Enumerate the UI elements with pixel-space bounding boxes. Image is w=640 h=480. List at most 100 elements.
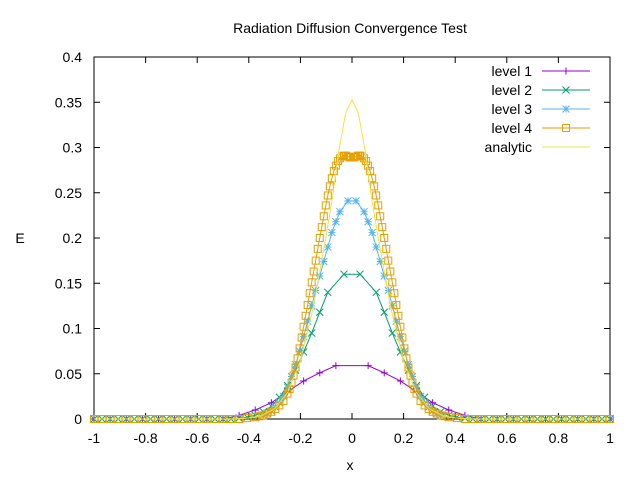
data-point: [416, 392, 425, 401]
x-tick-label: -1: [88, 430, 101, 446]
data-point: [336, 207, 344, 216]
data-point: [424, 405, 433, 414]
y-tick-label: 0.3: [63, 140, 83, 156]
data-point: [396, 377, 404, 385]
x-tick-label: -0.8: [134, 430, 158, 446]
data-point: [340, 270, 348, 279]
data-point: [398, 333, 407, 342]
data-point: [388, 302, 397, 310]
data-point: [321, 201, 330, 210]
data-point: [307, 302, 316, 310]
data-point: [259, 411, 268, 420]
data-point: [374, 201, 383, 210]
data-point: [316, 369, 324, 377]
data-point: [364, 362, 372, 370]
data-point: [408, 372, 417, 381]
data-point: [323, 243, 332, 251]
data-point: [319, 212, 328, 221]
data-point: [315, 308, 324, 317]
data-point: [356, 270, 364, 279]
data-point: [380, 308, 389, 317]
data-point: [305, 289, 314, 298]
data-point: [384, 286, 393, 295]
data-point: [352, 152, 361, 161]
data-point: [299, 322, 308, 331]
data-point: [309, 267, 318, 276]
data-point: [311, 286, 320, 295]
series-line: [94, 273, 610, 420]
data-point: [251, 406, 259, 414]
data-point: [285, 385, 294, 394]
data-point: [325, 182, 334, 191]
series-level-4: [90, 151, 614, 423]
data-point: [319, 257, 328, 266]
y-tick-label: 0: [74, 411, 82, 427]
data-point: [372, 288, 381, 297]
data-point: [396, 332, 405, 341]
y-tick-label: 0.4: [63, 49, 83, 65]
y-axis-label: E: [15, 230, 24, 246]
data-point: [289, 371, 298, 380]
data-point: [332, 362, 340, 370]
data-point: [301, 311, 310, 320]
data-point: [410, 385, 419, 394]
data-point: [283, 383, 292, 392]
data-point: [388, 278, 397, 287]
data-point: [317, 223, 326, 232]
data-point: [364, 161, 373, 170]
data-point: [345, 153, 354, 162]
y-tick-label: 0.25: [55, 185, 82, 201]
data-point: [327, 228, 336, 237]
legend-marker: [562, 124, 570, 132]
data-point: [267, 399, 275, 407]
data-point: [323, 288, 332, 297]
data-point: [295, 347, 304, 355]
data-point: [404, 363, 413, 372]
data-point: [341, 151, 350, 160]
data-point: [380, 272, 389, 280]
data-point: [331, 161, 340, 170]
data-point: [378, 223, 387, 232]
data-point: [412, 383, 421, 392]
data-point: [313, 244, 322, 253]
data-point: [394, 311, 403, 320]
x-tick-label: 0.2: [394, 430, 414, 446]
series-layer: [90, 98, 614, 423]
data-point: [412, 389, 421, 398]
data-point: [279, 392, 288, 401]
data-point: [332, 217, 340, 226]
x-tick-label: 0.4: [445, 430, 465, 446]
legend-label: level 1: [492, 63, 533, 79]
data-point: [392, 317, 401, 326]
data-point: [372, 191, 381, 200]
data-point: [323, 191, 332, 200]
data-point: [392, 300, 401, 309]
chart-title: Radiation Diffusion Convergence Test: [233, 20, 467, 36]
legend-label: level 4: [492, 120, 533, 136]
series-level-2: [90, 270, 614, 423]
x-tick-label: 0.6: [497, 430, 517, 446]
legend-marker: [562, 86, 570, 94]
legend: level 1 level 2 level 3 level 4 analytic: [485, 63, 590, 155]
data-point: [291, 360, 300, 369]
data-point: [408, 378, 417, 387]
legend-label: analytic: [485, 139, 532, 155]
series-line: [94, 98, 610, 420]
x-tick-label: 1: [606, 430, 614, 446]
data-point: [384, 256, 393, 265]
data-point: [372, 243, 381, 251]
data-point: [429, 399, 437, 407]
data-point: [283, 389, 292, 398]
data-point: [368, 228, 377, 237]
data-point: [396, 322, 405, 331]
data-point: [400, 347, 409, 355]
data-point: [311, 256, 320, 265]
x-tick-label: -0.4: [237, 430, 261, 446]
y-tick-label: 0.35: [55, 94, 82, 110]
series-level-3: [259, 197, 445, 420]
data-point: [356, 151, 365, 160]
data-point: [315, 234, 324, 242]
data-point: [390, 289, 399, 298]
data-point: [352, 197, 360, 205]
